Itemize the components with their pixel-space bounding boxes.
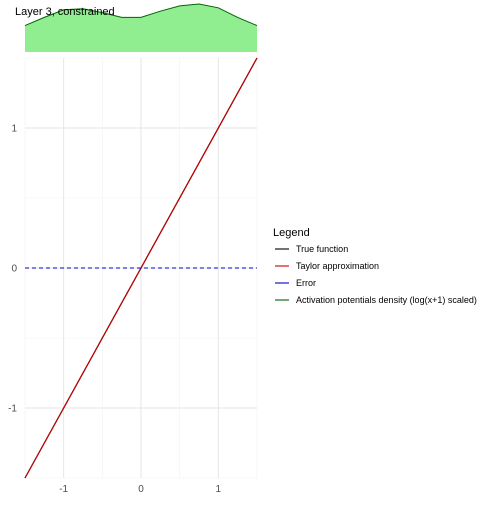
x-tick-label: -1 — [59, 484, 68, 495]
x-tick-label: 0 — [138, 484, 144, 495]
legend-label-2: Error — [296, 278, 316, 288]
legend-label-0: True function — [296, 244, 348, 254]
chart-title: Layer 3, constrained — [15, 6, 115, 18]
y-tick-label: 0 — [11, 264, 17, 275]
density-outline — [24, 3, 258, 27]
legend-label-1: Taylor approximation — [296, 261, 379, 271]
legend-title: Legend — [273, 227, 310, 239]
x-tick-label: 1 — [216, 484, 222, 495]
y-tick-label: 1 — [11, 124, 17, 135]
legend-label-3: Activation potentials density (log(x+1) … — [296, 295, 477, 305]
density-area — [25, 4, 257, 52]
y-tick-label: -1 — [8, 404, 17, 415]
